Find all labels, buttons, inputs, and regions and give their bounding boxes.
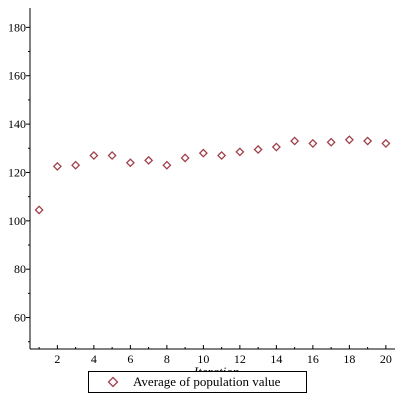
data-point <box>363 136 373 146</box>
y-tick-label: 100 <box>8 214 26 228</box>
data-point <box>271 142 281 152</box>
x-ticks: 2 4 6 8 10 12 14 16 18 20 <box>38 345 392 366</box>
y-tick-label: 120 <box>8 165 26 179</box>
x-tick-label: 10 <box>197 352 209 366</box>
data-point <box>198 148 208 158</box>
y-tick-label: 160 <box>8 69 26 83</box>
y-tick-label: 80 <box>14 262 26 276</box>
data-point <box>326 137 336 147</box>
x-tick-label: 2 <box>54 352 60 366</box>
data-point <box>253 144 263 154</box>
y-ticks: 60 80 100 120 140 160 180 <box>8 20 30 343</box>
data-point <box>34 205 44 215</box>
data-point <box>144 155 154 165</box>
x-tick-label: 14 <box>270 352 282 366</box>
x-tick-label: 20 <box>380 352 392 366</box>
y-tick-label: 180 <box>8 20 26 34</box>
legend-marker-icon <box>107 376 119 388</box>
data-point <box>235 147 245 157</box>
x-tick-label: 8 <box>164 352 170 366</box>
y-tick-label: 60 <box>14 311 26 325</box>
data-point <box>52 161 62 171</box>
data-point <box>125 158 135 168</box>
legend: Average of population value <box>88 371 307 393</box>
x-tick-label: 6 <box>127 352 133 366</box>
data-point <box>71 160 81 170</box>
data-point <box>89 151 99 161</box>
data-points <box>34 135 391 215</box>
data-point <box>217 151 227 161</box>
x-tick-label: 18 <box>343 352 355 366</box>
x-tick-label: 12 <box>234 352 246 366</box>
x-tick-label: 4 <box>91 352 97 366</box>
data-point <box>308 138 318 148</box>
x-tick-label: 16 <box>307 352 319 366</box>
data-point <box>344 135 354 145</box>
data-point <box>290 136 300 146</box>
data-point <box>107 151 117 161</box>
data-point <box>381 138 391 148</box>
data-point <box>180 153 190 163</box>
data-point <box>162 160 172 170</box>
legend-label: Average of population value <box>133 374 281 389</box>
axes <box>29 8 395 350</box>
y-tick-label: 140 <box>8 117 26 131</box>
